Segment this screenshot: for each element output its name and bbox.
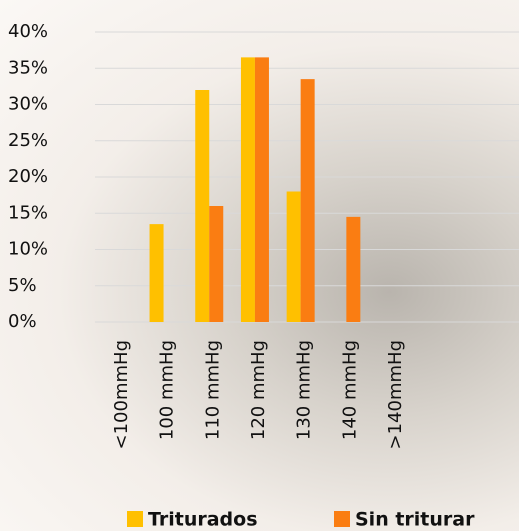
x-tick-label: 120 mmHg bbox=[248, 340, 269, 440]
bar bbox=[195, 90, 209, 322]
x-tick-label: 100 mmHg bbox=[157, 340, 178, 440]
legend-swatch bbox=[127, 511, 143, 527]
y-tick-label: 40% bbox=[8, 21, 48, 42]
y-tick-label: 20% bbox=[8, 166, 48, 187]
bar bbox=[301, 79, 315, 322]
bar bbox=[255, 57, 269, 322]
bar bbox=[287, 192, 301, 323]
legend-swatch bbox=[334, 511, 350, 527]
x-tick-label: 140 mmHg bbox=[339, 340, 360, 440]
legend-label: Sin triturar bbox=[355, 509, 475, 531]
x-tick-label: 130 mmHg bbox=[294, 340, 315, 440]
bar bbox=[346, 217, 360, 322]
y-tick-label: 15% bbox=[8, 202, 48, 223]
x-tick-label: 110 mmHg bbox=[202, 340, 223, 440]
y-tick-label: 0% bbox=[8, 311, 37, 332]
bar bbox=[241, 57, 255, 322]
y-tick-label: 25% bbox=[8, 130, 48, 151]
y-tick-label: 30% bbox=[8, 94, 48, 115]
x-tick-label: >140mmHg bbox=[385, 340, 406, 449]
y-tick-label: 35% bbox=[8, 57, 48, 78]
y-tick-label: 5% bbox=[8, 275, 37, 296]
x-tick-label: <100mmHg bbox=[111, 340, 132, 449]
legend-label: Triturados bbox=[148, 509, 258, 531]
chart: 0% 5% 10% 15% 20% 25% 30% 35% 40% <100mmHg 100 mmH… bbox=[0, 0, 519, 531]
y-tick-label: 10% bbox=[8, 239, 48, 260]
bar bbox=[209, 206, 223, 322]
bar bbox=[150, 224, 164, 322]
